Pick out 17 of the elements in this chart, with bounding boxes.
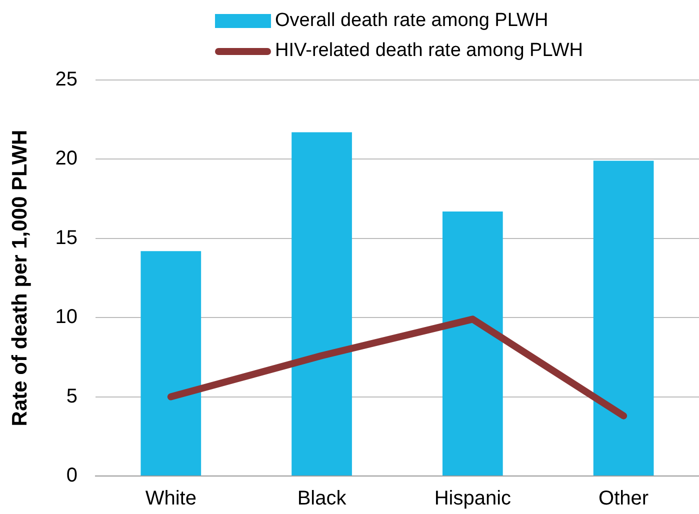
y-tick-label: 5 xyxy=(66,385,78,408)
bar xyxy=(593,160,654,476)
x-tick-label: Black xyxy=(297,488,348,510)
y-tick-label: 20 xyxy=(55,148,78,170)
bar xyxy=(442,211,503,476)
y-tick-label: 0 xyxy=(66,464,78,487)
y-tick-label: 15 xyxy=(55,226,78,249)
y-axis-title: Rate of death per 1,000 PLWH xyxy=(8,130,32,426)
x-tick-label: Other xyxy=(598,488,649,510)
bar xyxy=(140,251,202,476)
y-tick-label: 25 xyxy=(55,68,78,91)
y-tick-label: 10 xyxy=(55,306,78,328)
x-tick-label: White xyxy=(145,488,196,510)
x-tick-label: Hispanic xyxy=(434,488,512,510)
legend-label: HIV-related death rate among PLWH xyxy=(275,40,584,62)
legend-label: Overall death rate among PLWH xyxy=(275,10,548,32)
bar xyxy=(292,132,352,476)
